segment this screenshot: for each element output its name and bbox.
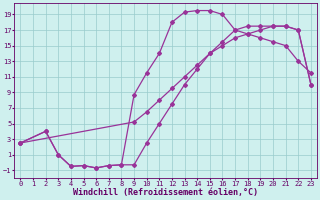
X-axis label: Windchill (Refroidissement éolien,°C): Windchill (Refroidissement éolien,°C) — [73, 188, 258, 197]
